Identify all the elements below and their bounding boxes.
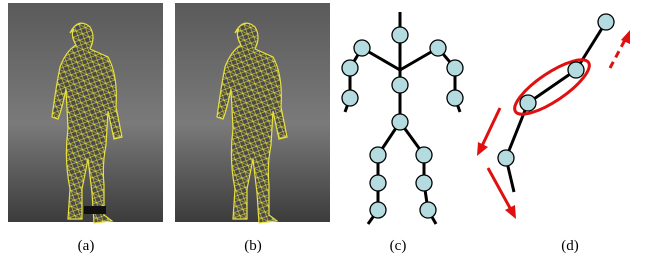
panel-label: (c) xyxy=(390,238,407,254)
panel-label: (b) xyxy=(244,238,262,254)
chain xyxy=(477,14,630,219)
panel-label: (a) xyxy=(78,238,95,254)
photo-a xyxy=(8,3,163,223)
figure: (a) (b) (c) (d) xyxy=(0,0,648,266)
panel-label: (d) xyxy=(561,238,579,254)
skeleton xyxy=(342,12,463,224)
photo-b xyxy=(175,3,330,223)
